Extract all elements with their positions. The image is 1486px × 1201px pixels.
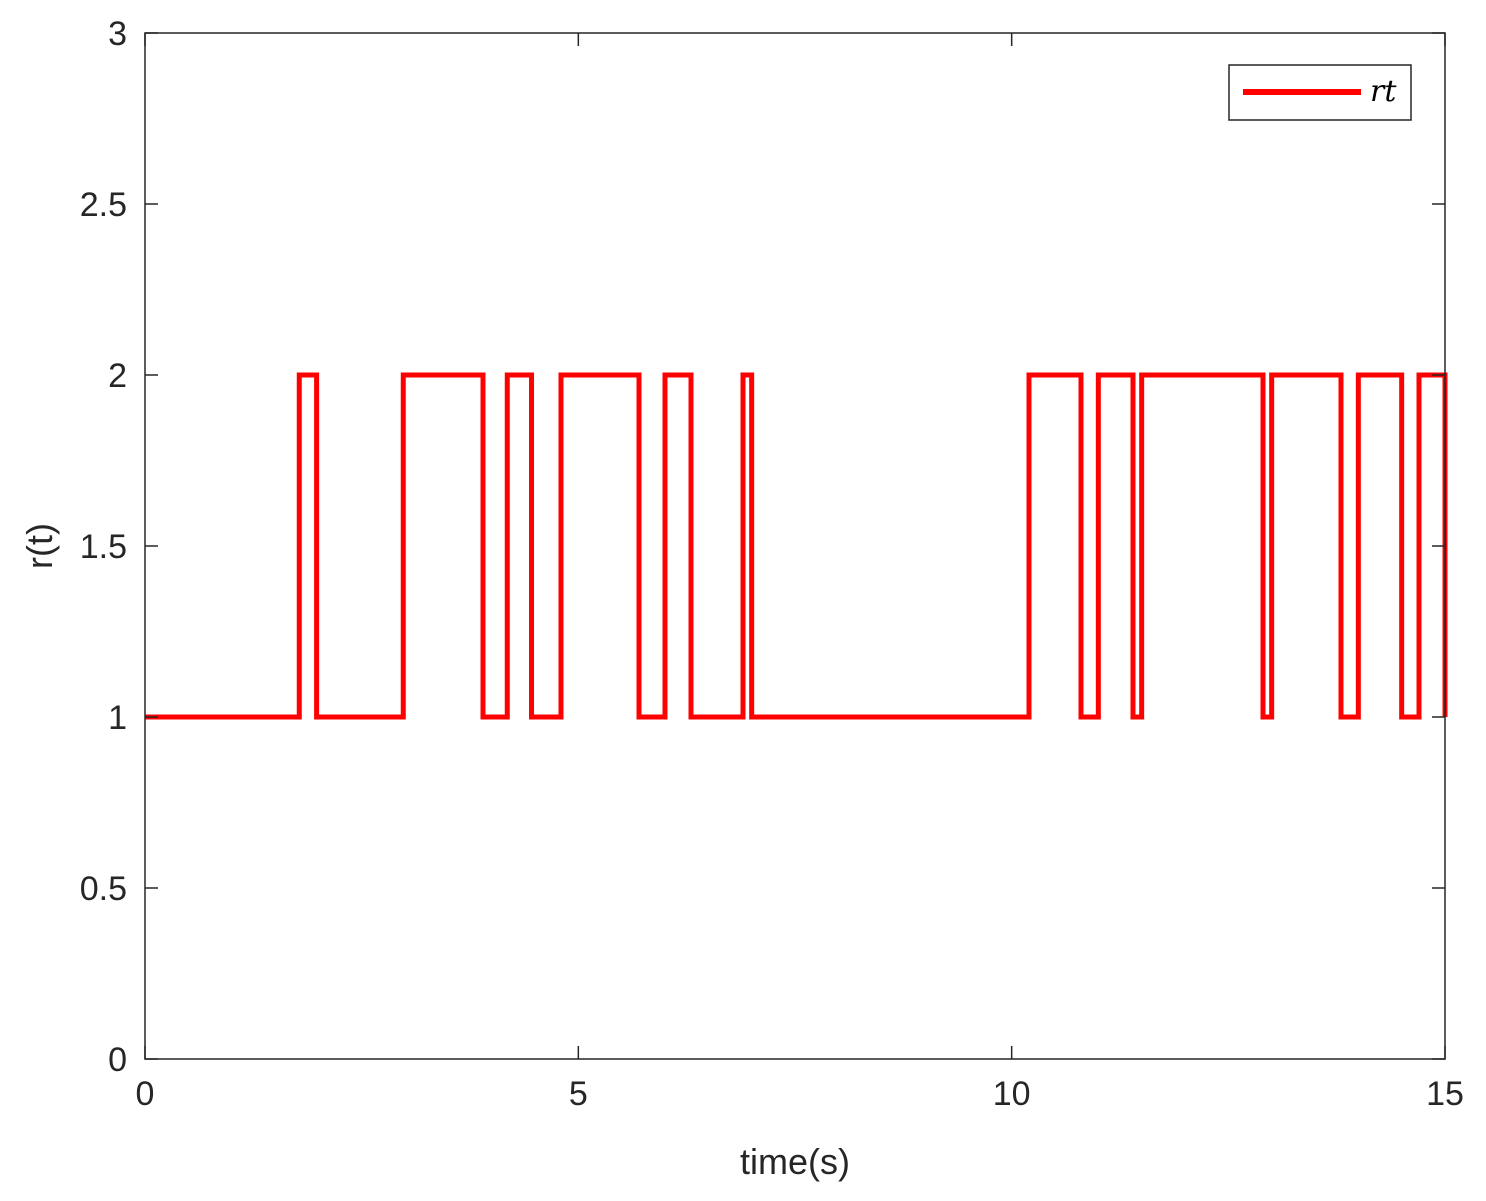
y-tick-label: 1 [108,699,127,737]
series-line-rt [145,372,1448,720]
legend-label-rt: rt [1370,74,1397,109]
x-axis-label: time(s) [740,1141,850,1182]
legend: rt [1228,64,1412,121]
x-tick-label: 5 [569,1075,588,1113]
y-tick-label: 1.5 [80,528,127,566]
x-tick-label: 15 [1426,1075,1464,1113]
series-layer [145,372,1448,720]
x-tick-label: 0 [136,1075,155,1113]
x-axis-ticks: 0 5 10 15 [136,33,1464,1113]
plot-area [145,33,1445,1059]
y-tick-label: 3 [108,15,127,53]
x-tick-label: 10 [993,1075,1031,1113]
y-axis-label: r(t) [19,523,60,569]
y-axis-ticks: 0 0.5 1 1.5 2 2.5 3 [80,15,1445,1079]
y-tick-label: 2 [108,357,127,395]
y-tick-label: 0 [108,1041,127,1079]
y-tick-label: 2.5 [80,186,127,224]
y-tick-label: 0.5 [80,870,127,908]
